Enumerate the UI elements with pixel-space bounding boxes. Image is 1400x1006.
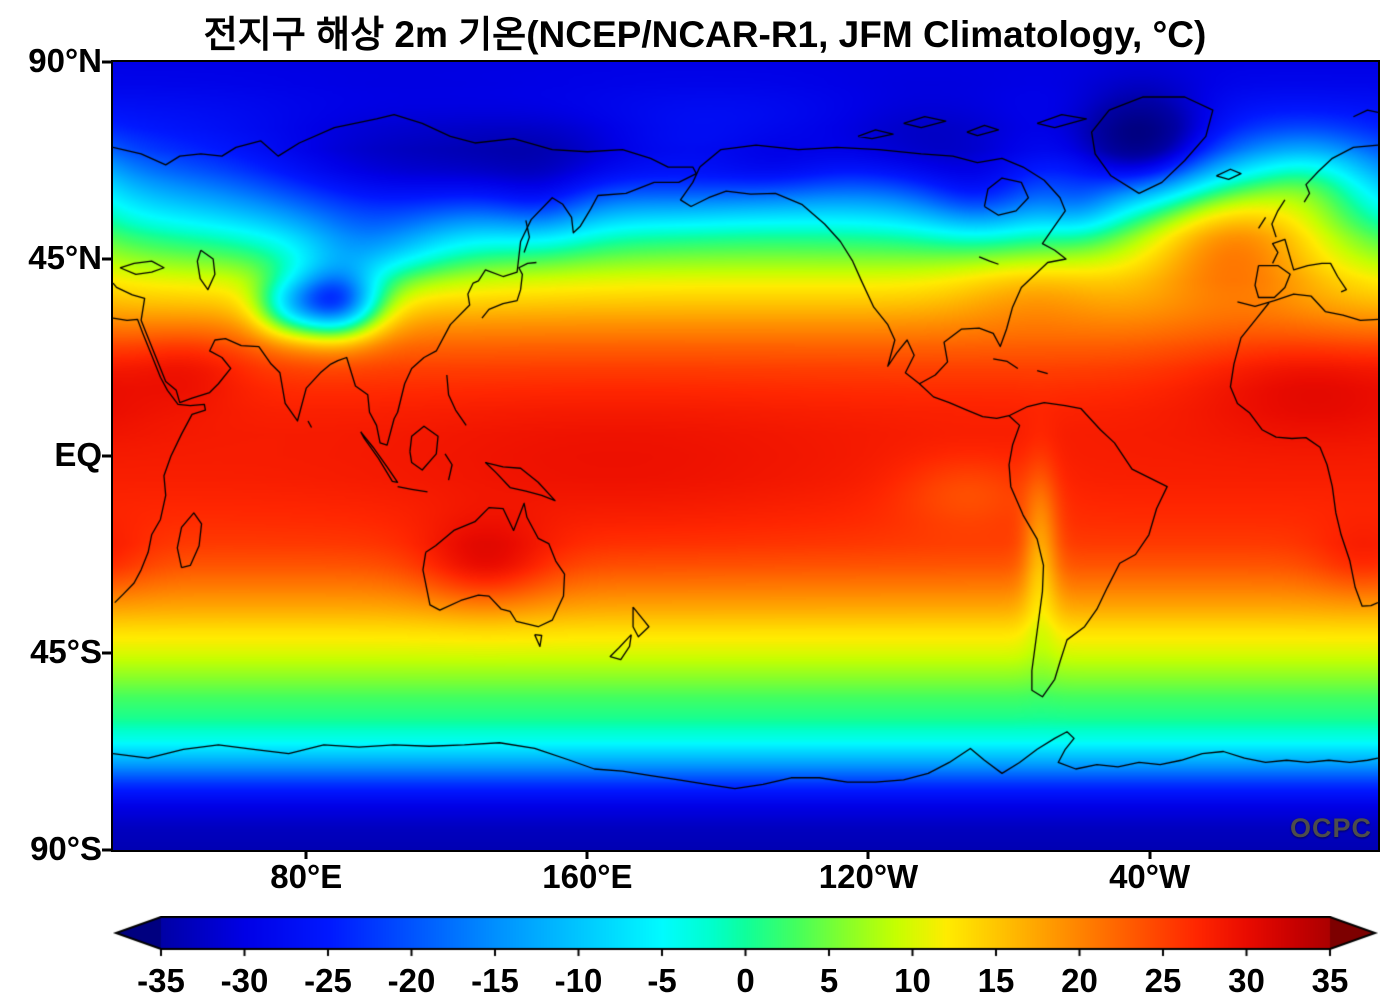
colorbar-tick-label: -30 bbox=[220, 962, 269, 999]
colorbar-tick-label: 5 bbox=[819, 962, 839, 999]
y-tick-label: 45°S bbox=[30, 633, 102, 671]
colorbar-tick-label: 10 bbox=[894, 962, 931, 999]
x-tick-label: 40°W bbox=[1109, 858, 1191, 895]
colorbar-tick-label: -35 bbox=[137, 962, 185, 999]
colorbar-tick-label: -10 bbox=[554, 962, 603, 999]
x-tick-mark bbox=[585, 850, 589, 859]
temperature-heatmap-canvas bbox=[113, 62, 1378, 850]
colorbar-tick-label: 30 bbox=[1228, 962, 1265, 999]
y-tick-mark bbox=[102, 848, 111, 852]
x-tick-mark bbox=[1148, 850, 1152, 859]
colorbar-tick-label: 35 bbox=[1311, 962, 1349, 999]
y-tick-mark bbox=[102, 60, 111, 64]
y-tick-mark bbox=[102, 454, 111, 458]
x-tick-label: 160°E bbox=[542, 858, 633, 895]
y-tick-label: 45°N bbox=[28, 239, 102, 277]
x-tick-mark bbox=[304, 850, 308, 859]
colorbar-tick-label: -15 bbox=[471, 962, 519, 999]
colorbar-tick-label: -20 bbox=[387, 962, 436, 999]
y-tick-label: 90°N bbox=[28, 42, 102, 80]
x-tick-label: 80°E bbox=[270, 858, 343, 895]
watermark-ocpc: OCPC bbox=[1289, 813, 1372, 843]
y-tick-label: 90°S bbox=[30, 830, 102, 868]
x-tick-label: 120°W bbox=[818, 858, 919, 895]
colorbar-tick-label: 15 bbox=[977, 962, 1015, 999]
y-tick-label: EQ bbox=[54, 436, 102, 474]
chart-title: 전지구 해상 2m 기온(NCEP/NCAR-R1, JFM Climatolo… bbox=[203, 14, 1207, 55]
y-tick-mark bbox=[102, 651, 111, 655]
colorbar-tick-label: 25 bbox=[1144, 962, 1182, 999]
colorbar-tick-label: -25 bbox=[304, 962, 352, 999]
colorbar bbox=[113, 916, 1378, 962]
colorbar-tick-label: 0 bbox=[736, 962, 755, 999]
colorbar-tick-label: 20 bbox=[1061, 962, 1098, 999]
colorbar-tick-label: -5 bbox=[647, 962, 677, 999]
y-tick-mark bbox=[102, 257, 111, 261]
x-tick-mark bbox=[866, 850, 870, 859]
map-plot-area: OCPC bbox=[111, 60, 1380, 852]
